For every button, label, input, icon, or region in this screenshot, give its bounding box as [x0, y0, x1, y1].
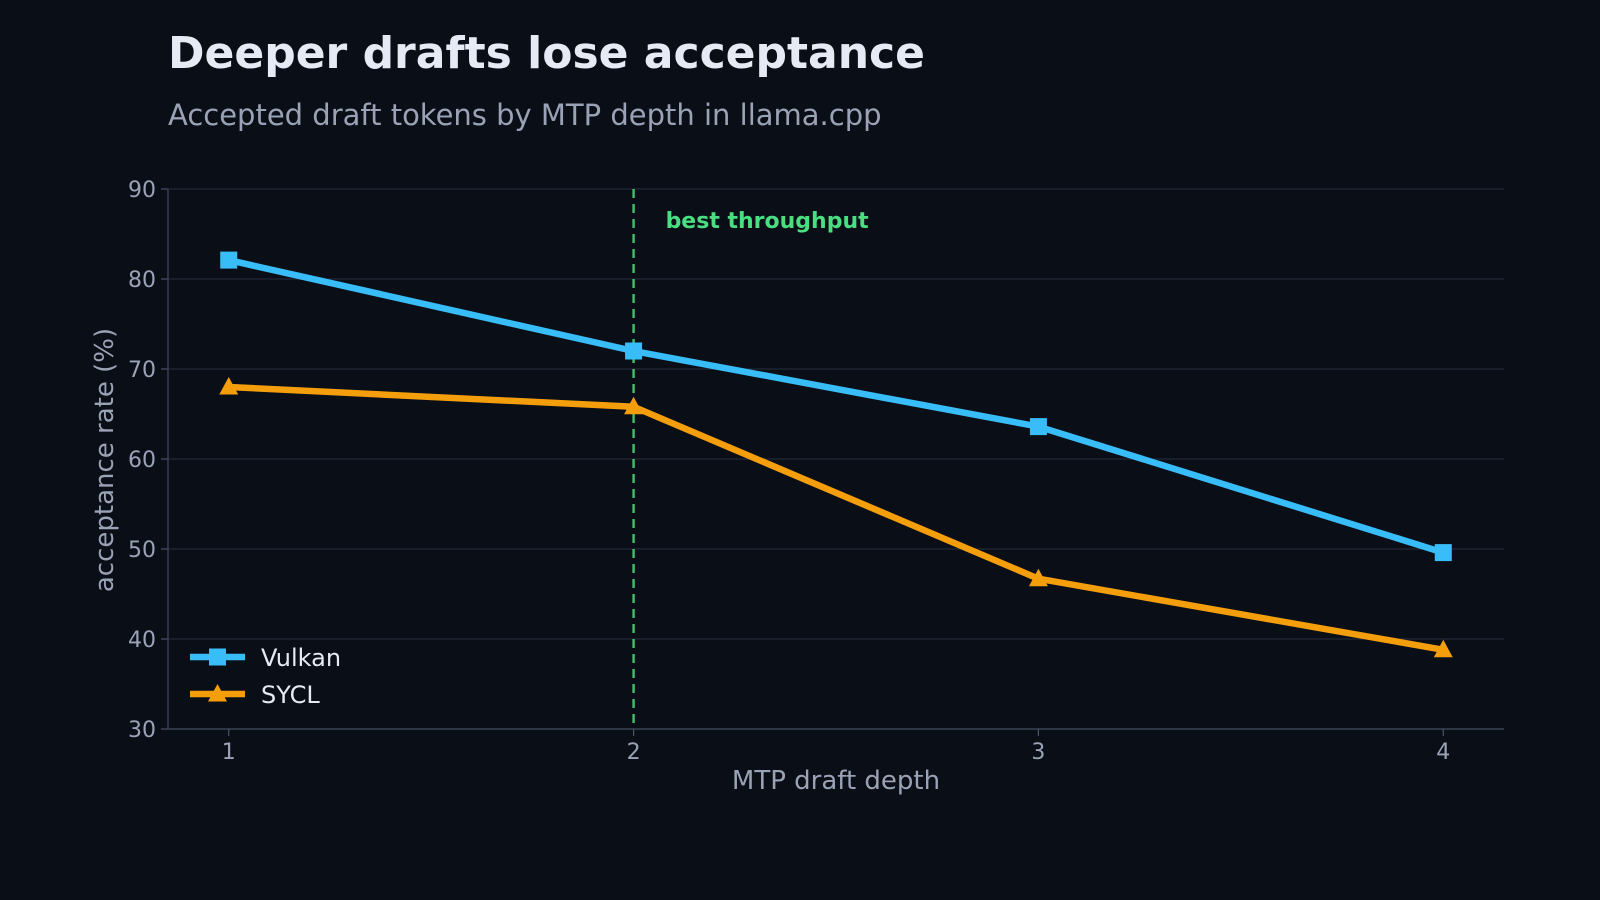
y-tick-label: 30	[128, 718, 156, 743]
vulkan-line	[225, 256, 1447, 556]
legend-label: Vulkan	[261, 644, 341, 672]
vulkan-point	[1434, 544, 1452, 562]
x-axis-label: MTP draft depth	[732, 766, 940, 796]
chart-subtitle: Accepted draft tokens by MTP depth in ll…	[168, 98, 882, 132]
x-tick-label: 2	[627, 740, 641, 765]
sycl-point	[624, 396, 644, 415]
vulkan-point	[220, 251, 238, 269]
sycl-line	[225, 383, 1447, 654]
annotations: best throughput	[632, 189, 870, 729]
axes: 30 40 50 60 70 80 90 1 2 3 4	[128, 178, 1504, 765]
legend: Vulkan SYCL	[190, 644, 341, 709]
x-tick-label: 4	[1436, 740, 1450, 765]
series-sycl	[219, 377, 1453, 658]
chart-title: Deeper drafts lose acceptance	[168, 28, 925, 79]
y-tick-label: 70	[128, 358, 156, 383]
y-tick-label: 40	[128, 628, 156, 653]
y-tick-label: 60	[128, 448, 156, 473]
series-group	[219, 251, 1453, 658]
legend-marker	[208, 684, 227, 702]
y-tick-label: 80	[128, 268, 156, 293]
legend-label: SYCL	[261, 681, 320, 709]
legend-marker	[209, 648, 226, 666]
best-throughput-label: best throughput	[666, 209, 870, 234]
x-tick-label: 1	[222, 740, 236, 765]
y-tick-label: 50	[128, 538, 156, 563]
sycl-point	[1028, 568, 1048, 587]
sycl-point	[1433, 639, 1453, 658]
y-tick-label: 90	[128, 178, 156, 203]
sycl-point	[219, 377, 239, 395]
gridlines	[168, 188, 1504, 640]
vulkan-point	[1029, 418, 1047, 436]
x-tick-label: 3	[1031, 740, 1045, 765]
y-axis-label: acceptance rate (%)	[90, 328, 120, 592]
series-vulkan	[220, 251, 1452, 562]
legend-item-vulkan: Vulkan	[190, 644, 341, 672]
legend-item-sycl: SYCL	[190, 681, 320, 709]
vulkan-point	[625, 342, 643, 360]
